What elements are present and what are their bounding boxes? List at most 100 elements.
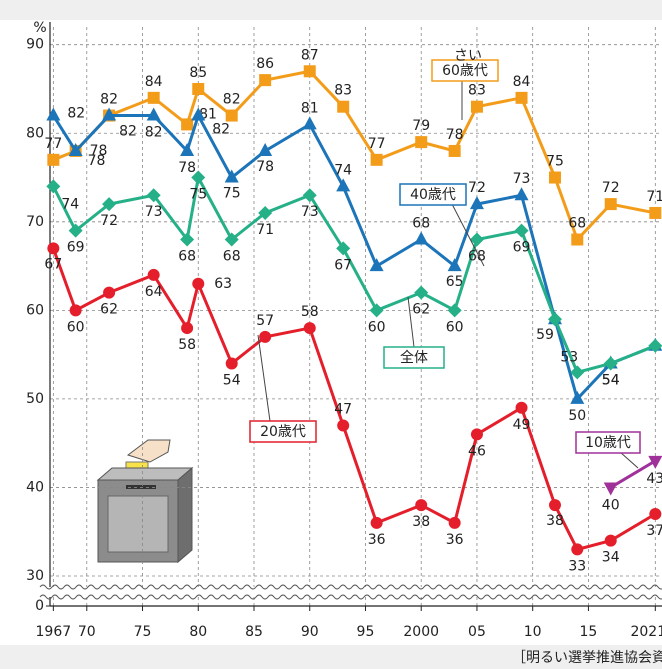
- data-label: 37: [646, 523, 662, 539]
- data-label: 75: [189, 187, 207, 203]
- marker: [448, 303, 462, 317]
- x-tick-label: 1967: [36, 624, 72, 640]
- data-label: 85: [189, 65, 207, 81]
- data-label: 83: [334, 83, 352, 99]
- x-tick-label: 10: [524, 624, 542, 640]
- marker: [259, 74, 271, 86]
- data-label: 87: [301, 47, 319, 63]
- data-label: 72: [602, 180, 620, 196]
- marker: [515, 224, 529, 238]
- chart: 0304050607080901967707580859095200005101…: [0, 0, 662, 669]
- y-tick-label: 40: [26, 479, 44, 495]
- marker: [571, 234, 583, 246]
- marker: [605, 198, 617, 210]
- data-label: 73: [145, 204, 163, 220]
- marker: [148, 269, 160, 281]
- marker: [571, 543, 583, 555]
- marker: [148, 92, 160, 104]
- data-label: 68: [468, 249, 486, 265]
- series-label: 40歳代: [410, 187, 456, 203]
- series-label: 10歳代: [585, 435, 631, 451]
- marker: [192, 278, 204, 290]
- x-tick-label: 95: [357, 624, 375, 640]
- marker: [337, 419, 349, 431]
- marker: [414, 232, 428, 245]
- marker: [516, 402, 528, 414]
- leader-line: [620, 452, 638, 468]
- data-label: 84: [513, 74, 531, 90]
- y-tick-label: 50: [26, 391, 44, 407]
- marker: [370, 303, 384, 317]
- data-label: 77: [368, 136, 386, 152]
- x-tick-label: 15: [580, 624, 598, 640]
- marker: [515, 187, 529, 200]
- marker: [46, 179, 60, 193]
- data-label: 58: [178, 337, 196, 353]
- data-label: 58: [301, 304, 319, 320]
- data-label: 67: [334, 257, 352, 273]
- data-label: 60: [446, 319, 464, 335]
- data-label: 82: [223, 92, 241, 108]
- marker: [471, 101, 483, 113]
- data-label: 78: [90, 143, 108, 159]
- marker: [181, 118, 193, 130]
- marker: [604, 482, 618, 495]
- data-label: 47: [334, 401, 352, 417]
- marker: [549, 172, 561, 184]
- marker: [516, 92, 528, 104]
- x-tick-label: 2021年: [630, 624, 662, 640]
- data-label: 54: [223, 372, 241, 388]
- data-label: 78: [446, 127, 464, 143]
- data-label: 49: [513, 417, 531, 433]
- data-label: 64: [145, 284, 163, 300]
- marker: [649, 207, 661, 219]
- y-unit: %: [33, 20, 46, 36]
- data-label: 75: [223, 186, 241, 202]
- marker: [448, 258, 462, 271]
- data-label: 63: [214, 276, 232, 292]
- marker: [415, 136, 427, 148]
- marker: [449, 517, 461, 529]
- data-label: 71: [256, 222, 274, 238]
- marker: [549, 499, 561, 511]
- data-label: 50: [568, 408, 586, 424]
- ballot-box: [98, 440, 192, 562]
- data-label: 60: [67, 319, 85, 335]
- data-label: 69: [67, 240, 85, 256]
- data-label: 73: [513, 171, 531, 187]
- marker: [414, 286, 428, 300]
- marker: [449, 145, 461, 157]
- data-label: 74: [61, 196, 79, 212]
- data-label: 82: [100, 92, 118, 108]
- data-label: 79: [412, 118, 430, 134]
- top-band: [0, 0, 662, 20]
- data-label: 67: [44, 256, 62, 272]
- series-label: 20歳代: [260, 424, 306, 440]
- marker: [649, 508, 661, 520]
- series-label: 全体: [400, 349, 428, 366]
- marker: [337, 101, 349, 113]
- data-label: 72: [100, 213, 118, 229]
- marker: [304, 65, 316, 77]
- ruby: さい: [454, 48, 482, 64]
- data-label: 71: [646, 189, 662, 205]
- data-label: 33: [568, 558, 586, 574]
- y-tick-label: 0: [35, 598, 44, 614]
- x-tick-label: 90: [301, 624, 319, 640]
- y-tick-label: 90: [26, 37, 44, 53]
- marker: [192, 83, 204, 95]
- data-label: 84: [145, 74, 163, 90]
- marker: [470, 233, 484, 247]
- marker: [226, 110, 238, 122]
- marker: [70, 304, 82, 316]
- data-label: 43: [646, 471, 662, 487]
- x-tick-label: 85: [245, 624, 263, 640]
- data-label: 72: [468, 180, 486, 196]
- marker: [181, 322, 193, 334]
- data-label: 36: [446, 532, 464, 548]
- data-label: 46: [468, 443, 486, 459]
- series: 77788284818582868783777978838475687271: [44, 47, 662, 245]
- data-label: 75: [546, 154, 564, 170]
- data-label: 83: [468, 83, 486, 99]
